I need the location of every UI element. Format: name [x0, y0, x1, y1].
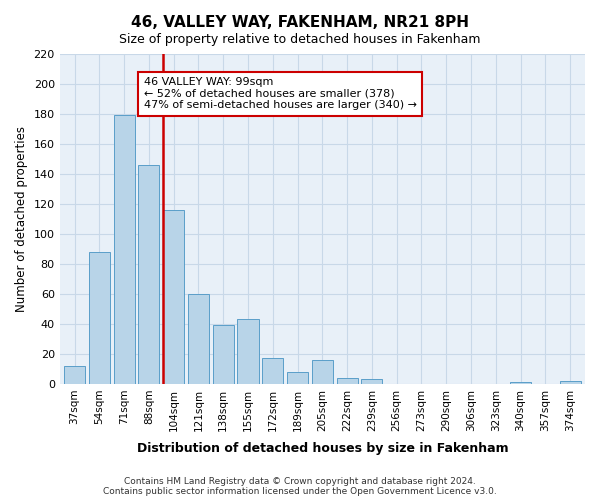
Bar: [139, 165, 160, 384]
X-axis label: Distribution of detached houses by size in Fakenham: Distribution of detached houses by size …: [137, 442, 508, 455]
Y-axis label: Number of detached properties: Number of detached properties: [15, 126, 28, 312]
Text: 46 VALLEY WAY: 99sqm
← 52% of detached houses are smaller (378)
47% of semi-deta: 46 VALLEY WAY: 99sqm ← 52% of detached h…: [144, 77, 417, 110]
Text: Size of property relative to detached houses in Fakenham: Size of property relative to detached ho…: [119, 32, 481, 46]
Bar: [510, 382, 531, 384]
Bar: [89, 252, 110, 384]
Bar: [337, 378, 358, 384]
Bar: [262, 358, 283, 384]
Bar: [113, 116, 134, 384]
Text: Contains HM Land Registry data © Crown copyright and database right 2024.: Contains HM Land Registry data © Crown c…: [124, 477, 476, 486]
Text: Contains public sector information licensed under the Open Government Licence v3: Contains public sector information licen…: [103, 487, 497, 496]
Bar: [287, 372, 308, 384]
Bar: [64, 366, 85, 384]
Bar: [212, 326, 234, 384]
Text: 46, VALLEY WAY, FAKENHAM, NR21 8PH: 46, VALLEY WAY, FAKENHAM, NR21 8PH: [131, 15, 469, 30]
Bar: [238, 320, 259, 384]
Bar: [188, 294, 209, 384]
Bar: [163, 210, 184, 384]
Bar: [560, 381, 581, 384]
Bar: [361, 380, 382, 384]
Bar: [312, 360, 333, 384]
